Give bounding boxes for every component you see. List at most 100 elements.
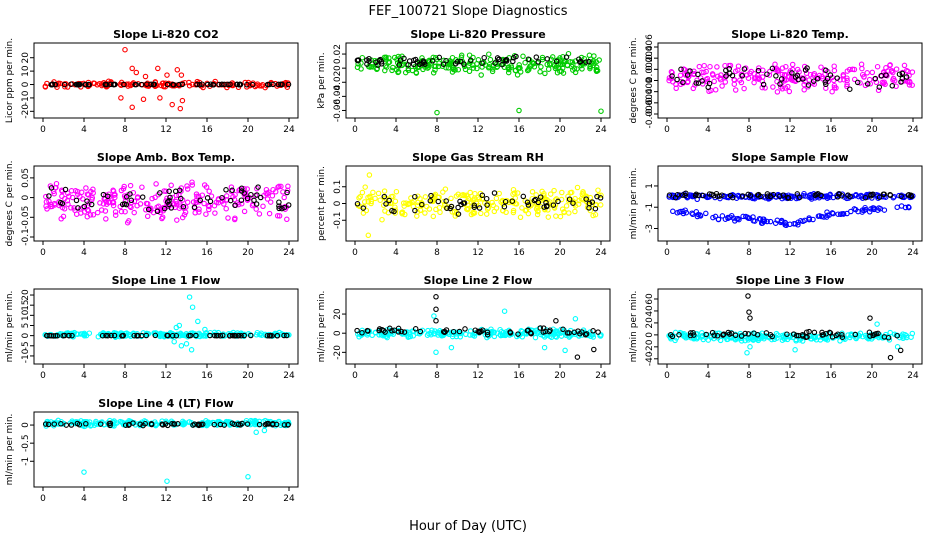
data-point: [804, 65, 810, 71]
y-tick-label: 10: [21, 65, 31, 77]
data-point: [241, 332, 247, 339]
data-point: [88, 201, 95, 208]
x-tick-label: 24: [907, 248, 919, 258]
data-point: [225, 81, 231, 88]
data-point: [561, 58, 568, 65]
data-point: [747, 70, 753, 77]
x-tick-label: 4: [393, 248, 399, 258]
data-point: [128, 197, 135, 204]
data-point: [857, 80, 863, 86]
data-point: [230, 193, 236, 200]
data-point: [84, 191, 91, 197]
data-point: [470, 65, 477, 71]
data-point: [717, 75, 723, 81]
data-point: [107, 422, 113, 429]
data-point: [670, 208, 676, 215]
data-point: [747, 344, 753, 350]
data-point: [767, 218, 774, 225]
data-point: [265, 420, 271, 427]
data-point: [390, 64, 396, 71]
data-point: [547, 191, 554, 197]
data-point: [458, 52, 465, 59]
y-tick-label: 0: [645, 77, 655, 83]
data-point: [81, 330, 88, 337]
data-point: [795, 332, 802, 339]
data-point: [134, 332, 140, 339]
plot-frame: [657, 165, 923, 242]
data-point: [534, 211, 541, 218]
data-point: [713, 190, 720, 197]
data-point: [782, 85, 789, 91]
data-point: [524, 199, 531, 206]
data-point: [574, 184, 581, 191]
data-point: [793, 332, 800, 339]
data-point: [127, 191, 133, 197]
data-point: [844, 81, 850, 88]
data-point: [522, 59, 528, 66]
data-point: [285, 81, 292, 88]
data-point: [389, 67, 395, 74]
x-tick-label: 20: [554, 371, 566, 381]
data-point: [148, 421, 155, 427]
x-tick-label: 0: [664, 248, 670, 258]
data-point: [491, 190, 498, 196]
data-point: [491, 333, 498, 340]
data-point: [893, 66, 900, 72]
data-point: [211, 421, 218, 428]
data-point: [745, 331, 752, 337]
data-point: [458, 201, 464, 208]
data-point: [241, 190, 247, 196]
data-point: [480, 327, 486, 333]
data-point: [811, 81, 818, 87]
data-point: [189, 182, 196, 188]
data-point: [396, 62, 403, 68]
data-point: [105, 332, 111, 339]
data-point: [405, 67, 412, 74]
data-point: [207, 198, 214, 205]
data-point: [492, 60, 498, 66]
data-point: [770, 84, 776, 90]
data-point: [544, 203, 550, 209]
data-point: [429, 58, 436, 64]
data-point: [179, 214, 186, 221]
data-point: [140, 422, 146, 429]
data-point: [560, 326, 566, 333]
data-point: [806, 216, 813, 223]
page-title: FEF_100721 Slope Diagnostics: [368, 4, 567, 19]
data-point: [889, 83, 896, 89]
data-point: [472, 190, 478, 197]
data-point: [747, 315, 753, 321]
panels: Slope Li-820 CO2 Licor ppm per min. 0 4 8 12 1…: [5, 28, 923, 504]
data-point: [175, 421, 181, 427]
y-tick-label: 20: [333, 308, 343, 320]
data-point: [560, 54, 566, 60]
data-point: [478, 210, 484, 217]
y-axis-label: degrees C per min.: [629, 38, 639, 124]
data-point: [553, 213, 559, 219]
data-point: [695, 80, 702, 86]
data-point: [157, 190, 163, 196]
data-point: [179, 332, 186, 338]
data-point: [674, 192, 681, 198]
data-point: [434, 329, 441, 336]
x-tick-label: 0: [664, 125, 670, 135]
x-tick-label: 20: [866, 125, 878, 135]
data-point: [251, 197, 257, 204]
data-point: [864, 70, 870, 76]
y-tick-label: 5: [21, 323, 31, 329]
data-point: [533, 206, 540, 212]
data-point: [461, 192, 468, 199]
y-tick-label: 0.02: [333, 44, 343, 64]
data-point: [121, 81, 127, 88]
x-tick-label: 4: [705, 371, 711, 381]
data-point: [161, 188, 167, 194]
data-point: [376, 326, 383, 332]
y-tick-label: 15: [21, 299, 31, 310]
data-point: [516, 107, 522, 114]
data-point: [236, 332, 242, 339]
data-point: [238, 185, 245, 192]
data-point: [592, 205, 599, 212]
data-point: [253, 429, 259, 436]
data-point: [152, 332, 159, 339]
y-tick-label: 0: [333, 65, 343, 71]
